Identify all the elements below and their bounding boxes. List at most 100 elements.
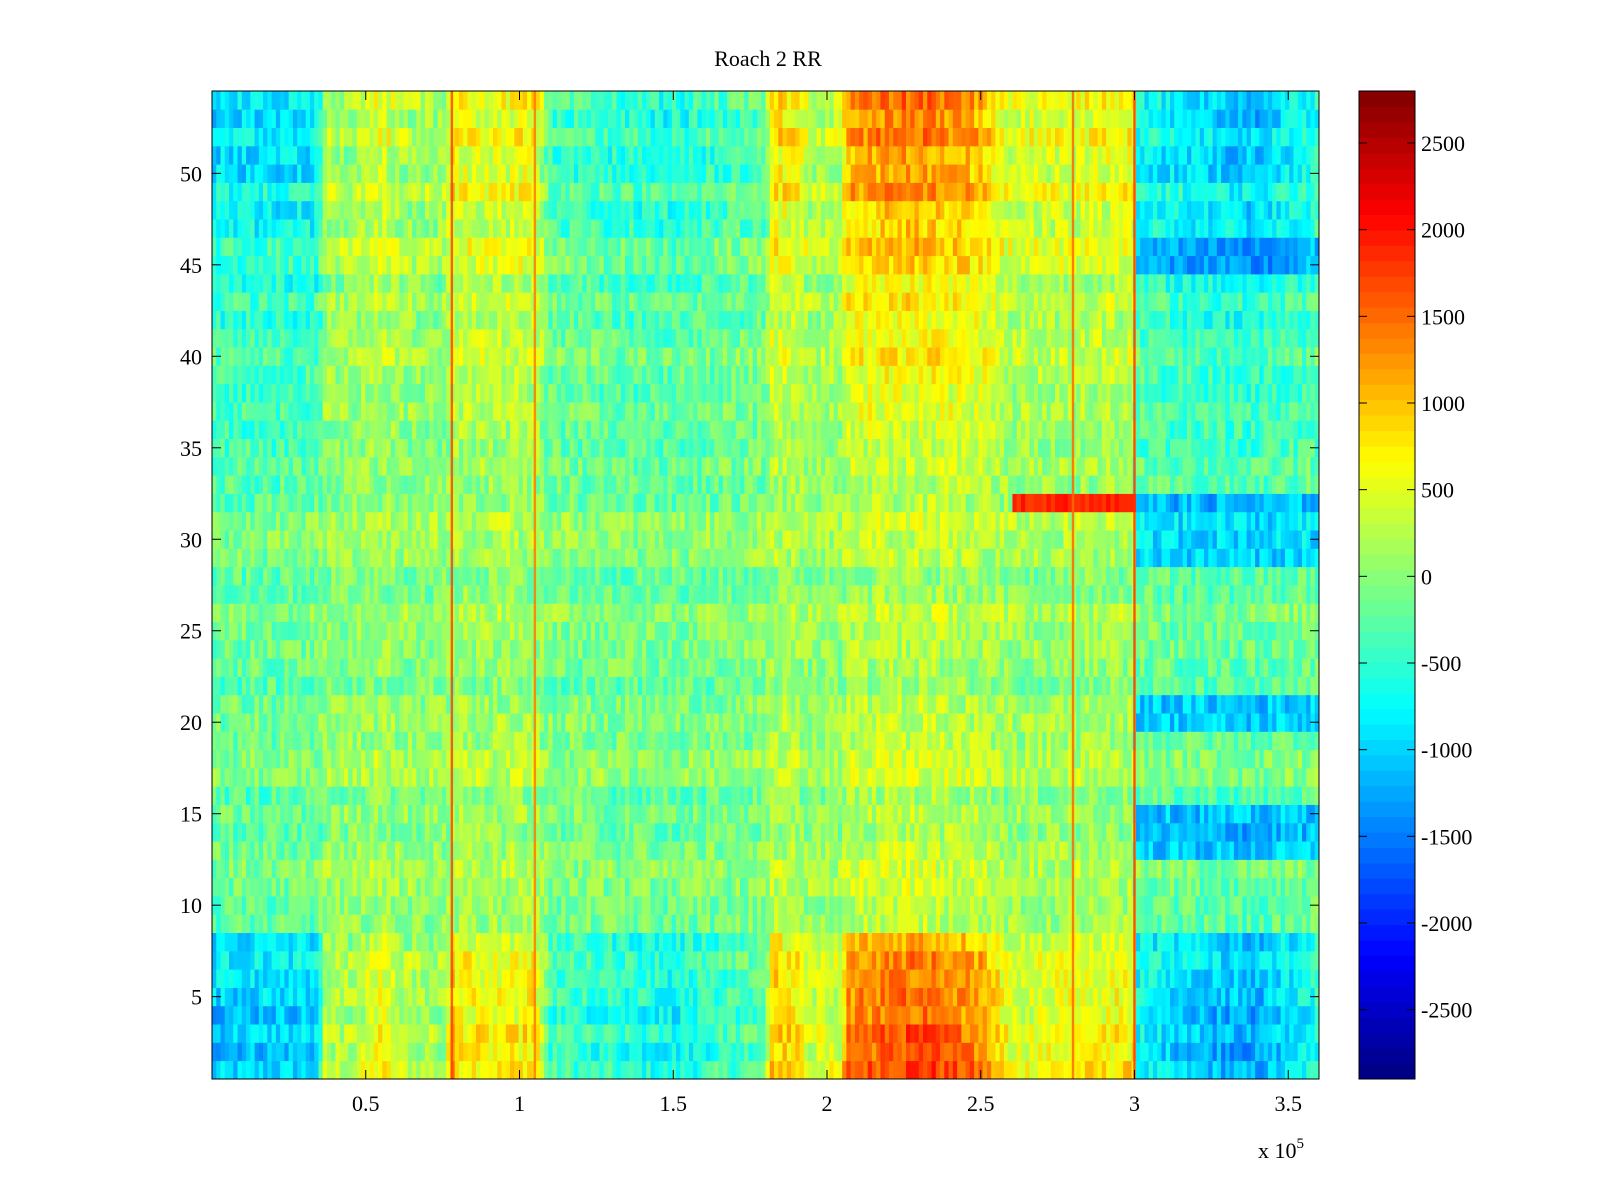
heat-cell xyxy=(1144,1060,1150,1080)
heat-cell xyxy=(348,1005,353,1025)
heat-cell xyxy=(944,877,949,897)
heat-cell xyxy=(1314,841,1320,860)
heat-cell xyxy=(510,1060,515,1080)
heat-cell xyxy=(918,767,924,787)
heat-cell xyxy=(927,969,932,988)
heat-cell xyxy=(544,896,549,915)
heat-cell xyxy=(637,822,643,842)
heat-cell xyxy=(220,731,226,751)
heat-cell xyxy=(433,969,439,988)
heat-cell xyxy=(548,950,554,970)
heat-cell xyxy=(927,786,932,805)
heat-cell xyxy=(1221,767,1226,787)
heat-cell xyxy=(816,987,822,1007)
heat-cell xyxy=(893,1005,898,1025)
heat-cell xyxy=(1003,950,1009,970)
heat-cell xyxy=(1229,1060,1235,1080)
heat-cell xyxy=(233,786,238,805)
heat-cell xyxy=(999,786,1005,805)
heat-cell xyxy=(433,859,439,879)
heat-cell xyxy=(769,786,775,805)
heat-cell xyxy=(458,804,464,824)
heat-cell xyxy=(603,822,609,842)
heat-cell xyxy=(671,950,677,970)
heat-cell xyxy=(820,950,826,970)
heat-cell xyxy=(535,822,541,842)
heat-cell xyxy=(820,987,826,1007)
heat-cell xyxy=(829,1005,835,1025)
heat-cell xyxy=(1195,987,1201,1007)
heat-cell xyxy=(739,1024,745,1043)
heat-cell xyxy=(731,877,737,897)
heat-cell xyxy=(1067,749,1073,769)
heat-cell xyxy=(1076,877,1081,897)
heat-cell xyxy=(271,786,277,805)
heat-cell xyxy=(1306,767,1311,787)
heat-cell xyxy=(544,1005,549,1025)
heat-cell xyxy=(782,950,788,970)
heat-cell xyxy=(590,767,596,787)
heat-cell xyxy=(650,1060,656,1080)
heat-cell xyxy=(791,841,796,860)
heat-cell xyxy=(1250,804,1256,824)
heat-cell xyxy=(620,932,626,952)
heat-cell xyxy=(820,859,826,879)
heat-cell xyxy=(927,1042,932,1062)
heat-cell xyxy=(288,841,294,860)
heat-cell xyxy=(867,749,873,769)
heat-cell xyxy=(1114,841,1120,860)
heat-cell xyxy=(458,950,464,970)
heat-cell xyxy=(876,767,881,787)
heat-cell xyxy=(514,859,519,879)
heat-cell xyxy=(288,822,294,842)
heat-cell xyxy=(505,804,511,824)
heat-cell xyxy=(254,822,260,842)
heat-cell xyxy=(1208,1042,1213,1062)
heat-cell xyxy=(671,896,677,915)
heat-cell xyxy=(671,859,677,879)
heat-cell xyxy=(322,987,328,1007)
heat-cell xyxy=(854,987,860,1007)
heat-cell xyxy=(1187,731,1192,751)
heat-cell xyxy=(518,950,524,970)
heat-cell xyxy=(556,1042,562,1062)
heat-cell xyxy=(267,896,273,915)
heat-cell xyxy=(1080,987,1086,1007)
heat-cell xyxy=(1118,877,1124,897)
heat-cell xyxy=(680,1060,686,1080)
heat-cell xyxy=(297,987,302,1007)
heat-cell xyxy=(1046,804,1052,824)
heat-cell xyxy=(842,1060,847,1080)
heat-cell xyxy=(1016,877,1022,897)
heat-cell xyxy=(250,987,255,1007)
heat-cell xyxy=(275,804,281,824)
heat-cell xyxy=(931,1024,937,1043)
heat-cell xyxy=(752,914,758,934)
heat-cell xyxy=(1199,932,1205,952)
heat-cell xyxy=(1284,822,1290,842)
heat-cell xyxy=(1110,1060,1116,1080)
heat-cell xyxy=(701,767,707,787)
heat-cell xyxy=(731,767,737,787)
heat-cell xyxy=(433,804,439,824)
heat-cell xyxy=(1161,859,1167,879)
heat-cell xyxy=(650,950,656,970)
heat-cell xyxy=(1272,1042,1277,1062)
heat-cell xyxy=(352,822,358,842)
heat-cell xyxy=(420,877,426,897)
heat-cell xyxy=(565,767,571,787)
heat-cell xyxy=(531,932,536,952)
heat-cell xyxy=(582,804,588,824)
heat-cell xyxy=(348,731,353,751)
heat-cell xyxy=(284,1060,290,1080)
heat-cell xyxy=(1182,914,1188,934)
heat-cell xyxy=(688,1042,694,1062)
heat-cell xyxy=(1135,896,1141,915)
heat-cell xyxy=(1276,914,1282,934)
heat-cell xyxy=(480,932,485,952)
heat-cell xyxy=(859,841,864,860)
heat-cell xyxy=(1208,1024,1213,1043)
heat-cell xyxy=(373,749,379,769)
heat-cell xyxy=(297,969,302,988)
heat-cell xyxy=(412,822,417,842)
